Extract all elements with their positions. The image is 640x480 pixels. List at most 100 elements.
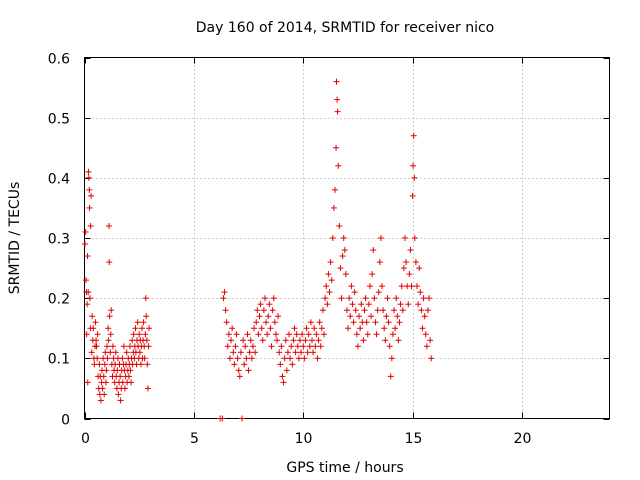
data-point-plus [322, 295, 329, 302]
data-point-plus [410, 132, 417, 139]
data-point-plus [253, 319, 260, 326]
data-point-plus [229, 325, 236, 332]
data-point-plus [306, 343, 313, 350]
data-point-plus [268, 343, 275, 350]
data-point-plus [387, 373, 394, 380]
data-point-plus [139, 325, 146, 332]
data-point-plus [231, 361, 238, 368]
data-point-plus [346, 295, 353, 302]
data-point-plus [348, 283, 355, 290]
data-point-plus [358, 301, 365, 308]
data-point-plus [347, 313, 354, 320]
x-axis-label: GPS time / hours [286, 460, 403, 476]
data-point-plus [368, 313, 375, 320]
data-point-plus [328, 277, 335, 284]
data-point-plus [391, 307, 398, 314]
data-point-plus [106, 259, 113, 266]
data-point-plus [403, 259, 410, 266]
data-point-plus [106, 313, 113, 320]
data-point-plus [418, 307, 425, 314]
data-point-plus [339, 253, 346, 260]
data-point-plus [411, 235, 418, 241]
data-point-plus [414, 283, 420, 290]
data-point-plus [83, 277, 90, 284]
data-point-plus [99, 385, 106, 392]
data-point-plus [288, 343, 295, 350]
data-point-plus [85, 289, 92, 296]
data-point-plus [260, 307, 267, 314]
data-point-plus [228, 337, 235, 344]
x-tick-label: 0 [81, 431, 90, 447]
data-point-plus [254, 307, 261, 314]
data-point-plus [256, 313, 263, 320]
data-point-plus [104, 343, 111, 350]
y-tick-label: 0.4 [48, 172, 70, 188]
data-point-plus [120, 343, 127, 350]
data-point-plus [357, 325, 364, 332]
axis-ticks [84, 57, 610, 420]
y-axis-label: SRMTID / TECUs [7, 182, 23, 295]
data-point-plus [345, 325, 352, 332]
data-point-plus [278, 343, 285, 350]
data-point-plus [305, 331, 312, 338]
y-tick-label: 0.5 [48, 112, 70, 128]
data-point-plus [106, 222, 112, 229]
plot-frame [84, 57, 610, 419]
data-point-plus [276, 349, 283, 356]
data-point-plus [383, 313, 390, 320]
data-point-plus [350, 319, 357, 326]
data-point-plus [84, 379, 91, 386]
data-point-plus [230, 349, 237, 356]
data-point-plus [292, 349, 299, 356]
data-point-plus [401, 235, 408, 241]
data-point-plus [424, 307, 431, 314]
data-point-plus [300, 343, 307, 350]
data-point-plus [241, 361, 248, 368]
data-point-plus [97, 397, 104, 404]
data-point-plus [334, 108, 341, 115]
data-point-plus [416, 265, 423, 272]
data-point-plus [88, 349, 95, 356]
x-tick-label: 20 [514, 431, 532, 447]
data-point-plus [309, 337, 315, 344]
data-point-plus [289, 361, 296, 368]
data-point-plus [115, 391, 122, 398]
data-point-plus [94, 331, 101, 338]
data-point-plus [389, 331, 396, 338]
data-point-plus [247, 337, 254, 344]
data-point-plus [101, 361, 108, 368]
data-point-plus [400, 265, 407, 272]
y-tick-label: 0.1 [48, 352, 70, 368]
data-point-plus [294, 343, 301, 350]
data-point-plus [334, 96, 341, 103]
data-point-plus [386, 343, 393, 350]
data-point-plus [373, 331, 380, 338]
data-point-plus [236, 373, 243, 380]
data-point-plus [85, 168, 92, 175]
data-point-plus [341, 247, 348, 254]
data-point-plus [141, 355, 148, 362]
data-point-plus [102, 349, 109, 356]
x-tick-label: 15 [405, 431, 423, 447]
data-point-plus [267, 325, 274, 332]
data-point-plus [146, 325, 153, 332]
data-point-plus [239, 415, 245, 422]
data-point-plus [291, 325, 298, 332]
x-tick-label: 10 [295, 431, 313, 447]
data-point-plus [302, 337, 309, 344]
data-point-plus [261, 295, 268, 302]
data-point-plus [219, 415, 226, 422]
data-point-plus [407, 247, 414, 254]
data-point-plus [394, 313, 401, 320]
data-point-plus [364, 331, 371, 338]
data-point-plus [363, 319, 370, 326]
data-point-plus [257, 301, 264, 308]
data-point-plus [81, 241, 88, 248]
x-tick-label: 5 [190, 431, 199, 447]
data-point-plus [330, 204, 337, 211]
data-point-plus [366, 283, 373, 290]
data-point-plus [423, 343, 430, 350]
data-point-plus [375, 289, 382, 296]
data-point-plus [412, 259, 419, 266]
